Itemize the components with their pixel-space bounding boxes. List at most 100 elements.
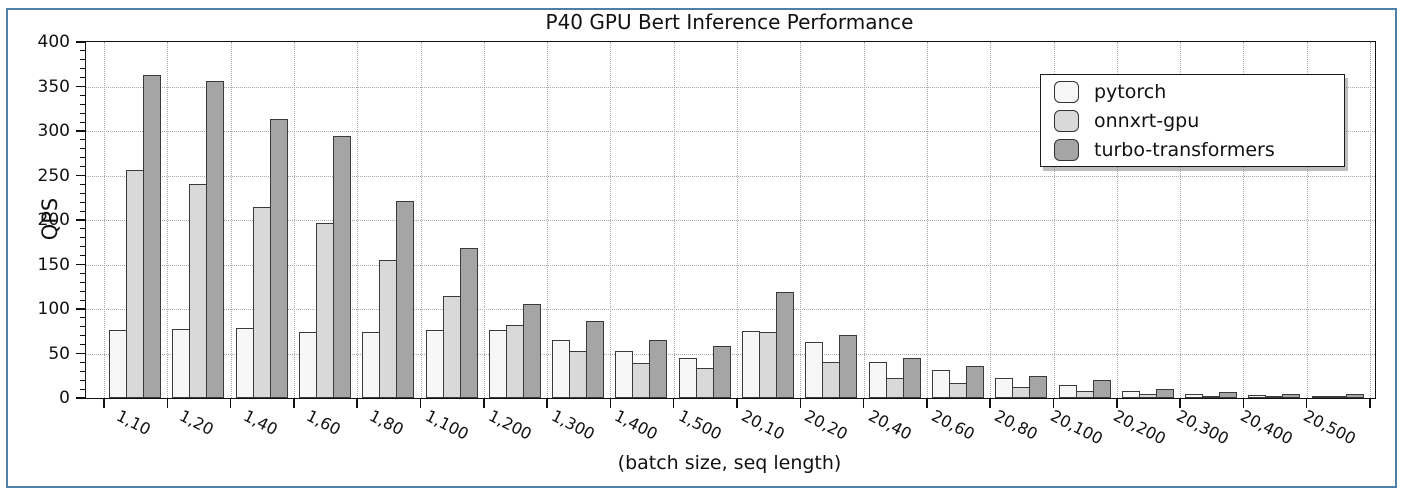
gridline-horizontal <box>86 264 1375 266</box>
bar-turbo-transformers-20-300 <box>1219 392 1238 398</box>
bar-pytorch-20-40 <box>868 362 887 398</box>
gridline-vertical <box>737 42 738 398</box>
gridline-vertical <box>1370 42 1371 398</box>
x-axis-tick-label-1-100: 1,100 <box>421 406 472 444</box>
y-axis-tick-label: 0 <box>59 388 70 408</box>
x-axis-tick-label-20-200: 20,200 <box>1110 406 1169 449</box>
y-axis-minor-tick <box>79 344 85 346</box>
bar-turbo-transformers-1-80 <box>396 201 415 398</box>
bar-pytorch-20-400 <box>1248 394 1267 398</box>
bar-onnxrt-gpu-20-100 <box>1075 390 1094 398</box>
bar-turbo-transformers-1-200 <box>522 303 541 398</box>
bar-onnxrt-gpu-1-60 <box>315 222 334 398</box>
y-axis-minor-tick <box>79 59 85 61</box>
y-axis-minor-tick <box>79 317 85 319</box>
x-axis-tick <box>799 398 802 408</box>
x-axis-tick-label-1-500: 1,500 <box>675 406 725 444</box>
y-axis-minor-tick <box>79 166 85 168</box>
x-axis-tick-label-20-300: 20,300 <box>1173 406 1233 449</box>
x-axis-label: (batch size, seq length) <box>617 452 842 474</box>
bar-onnxrt-gpu-20-300 <box>1202 395 1221 398</box>
x-axis-tick-label-1-60: 1,60 <box>303 406 344 440</box>
y-axis-minor-tick <box>79 192 85 194</box>
x-axis-tick <box>736 398 738 408</box>
bar-onnxrt-gpu-1-200 <box>505 325 524 398</box>
y-axis-minor-tick <box>79 246 85 248</box>
y-axis-tick-label: 50 <box>48 343 70 364</box>
y-axis-minor-tick <box>79 335 85 337</box>
bar-turbo-transformers-20-200 <box>1155 389 1174 398</box>
bar-turbo-transformers-1-300 <box>586 321 605 398</box>
bar-turbo-transformers-1-40 <box>269 118 288 398</box>
x-axis-tick-label-1-10: 1,10 <box>113 406 154 440</box>
bar-pytorch-1-60 <box>298 332 317 398</box>
y-axis-tick <box>75 41 85 43</box>
bar-turbo-transformers-20-40 <box>902 357 921 398</box>
y-axis-tick <box>75 397 85 399</box>
x-axis-tick-label-1-80: 1,80 <box>366 406 407 440</box>
y-axis-minor-tick <box>79 210 85 212</box>
bar-pytorch-1-200 <box>488 330 507 398</box>
bar-pytorch-1-10 <box>109 330 127 398</box>
bar-turbo-transformers-1-500 <box>712 346 731 398</box>
bar-onnxrt-gpu-1-20 <box>189 183 208 398</box>
gridline-vertical <box>483 42 485 398</box>
bar-turbo-transformers-1-60 <box>332 136 351 398</box>
y-axis-minor-tick <box>79 201 85 203</box>
y-axis-label: QPS <box>38 197 62 241</box>
y-axis-minor-tick <box>79 68 85 70</box>
bar-onnxrt-gpu-1-10 <box>126 170 144 398</box>
x-axis-tick <box>229 398 232 408</box>
x-axis-tick <box>483 398 485 408</box>
bar-turbo-transformers-20-60 <box>965 365 984 398</box>
x-axis-tick-label-1-200: 1,200 <box>485 406 535 444</box>
gridline-vertical <box>1053 42 1055 398</box>
bar-pytorch-20-80 <box>995 378 1014 398</box>
bar-pytorch-20-300 <box>1185 393 1204 398</box>
y-axis-minor-tick <box>79 112 85 114</box>
y-axis-tick-label: 400 <box>37 32 70 52</box>
bar-onnxrt-gpu-1-80 <box>379 260 398 398</box>
legend-swatch-onnxrt-gpu <box>1054 109 1079 132</box>
x-axis-tick <box>1116 398 1118 408</box>
gridline-vertical <box>1243 42 1245 398</box>
y-axis-minor-tick <box>79 370 85 372</box>
bar-turbo-transformers-20-500 <box>1345 394 1364 398</box>
x-axis-tick <box>989 398 991 408</box>
x-axis-tick <box>1305 398 1308 408</box>
legend-label-onnxrt-gpu: onnxrt-gpu <box>1094 109 1200 132</box>
y-axis-tick-label: 150 <box>37 254 70 275</box>
bar-turbo-transformers-20-400 <box>1282 393 1301 398</box>
gridline-horizontal <box>86 86 1375 88</box>
x-axis-tick <box>546 398 548 408</box>
bar-onnxrt-gpu-20-80 <box>1012 387 1031 398</box>
bar-pytorch-1-100 <box>425 330 444 398</box>
bar-onnxrt-gpu-1-400 <box>632 363 651 398</box>
gridline-vertical <box>547 42 549 398</box>
gridline-vertical <box>673 42 675 398</box>
gridline-vertical <box>357 42 359 398</box>
y-axis-tick <box>75 308 85 310</box>
y-axis-minor-tick <box>79 290 85 292</box>
bar-onnxrt-gpu-20-20 <box>822 361 841 398</box>
bar-onnxrt-gpu-20-10 <box>759 332 777 398</box>
y-axis-minor-tick <box>79 50 85 52</box>
bar-onnxrt-gpu-20-200 <box>1138 394 1157 398</box>
x-axis-tick <box>103 398 105 408</box>
legend-item-turbo-transformers: turbo-transformers <box>1054 135 1344 164</box>
y-axis-minor-tick <box>79 77 85 79</box>
x-axis-tick-label-20-20: 20,20 <box>801 406 852 444</box>
y-axis-minor-tick <box>79 388 85 390</box>
bar-pytorch-1-500 <box>678 357 697 398</box>
y-axis-tick <box>75 130 85 132</box>
y-axis-tick-label: 350 <box>37 76 70 97</box>
x-axis-tick <box>419 398 422 408</box>
y-axis-minor-tick <box>79 121 85 123</box>
gridline-vertical <box>610 42 612 398</box>
y-axis-minor-tick <box>79 281 85 283</box>
gridline-horizontal <box>86 131 1375 132</box>
x-axis-tick <box>862 398 865 408</box>
legend-swatch-turbo-transformers <box>1054 138 1079 161</box>
y-axis-minor-tick <box>79 299 85 301</box>
